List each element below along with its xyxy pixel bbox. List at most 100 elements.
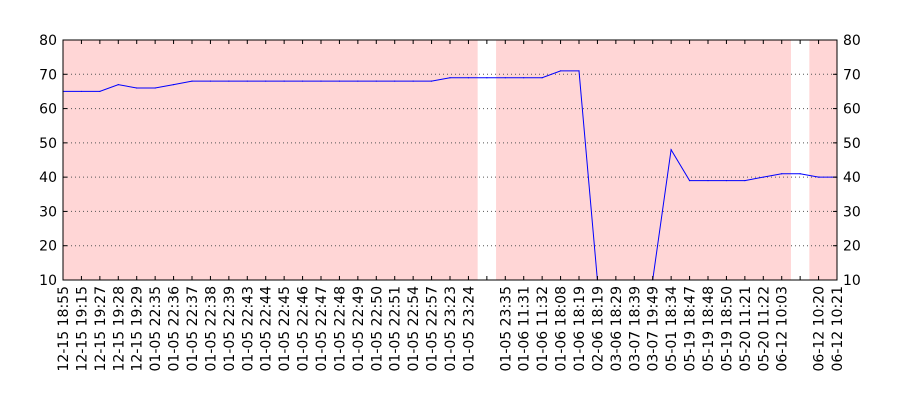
y-tick-label: 60 xyxy=(39,102,57,118)
data-point xyxy=(338,80,341,82)
x-tick-label: 06-12 10:21 xyxy=(830,286,846,371)
x-tick-label: 01-05 22:47 xyxy=(314,286,330,371)
data-point xyxy=(265,80,267,82)
x-tick-label: 02-06 18:19 xyxy=(590,286,606,371)
data-point xyxy=(357,80,359,82)
x-tick-label: 12-15 19:29 xyxy=(130,286,146,371)
y-tick-label: 20 xyxy=(843,239,861,255)
gridlines xyxy=(63,73,837,247)
x-tick-label: 01-06 18:08 xyxy=(554,286,570,371)
data-point xyxy=(430,80,433,82)
x-tick-label: 01-06 11:32 xyxy=(535,286,551,371)
x-tick-label: 05-20 11:21 xyxy=(738,286,754,371)
data-point xyxy=(504,77,506,79)
y-tick-label: 20 xyxy=(39,239,57,255)
x-tick-label: 01-05 22:54 xyxy=(406,286,422,372)
data-point xyxy=(301,80,304,82)
x-tick-label: 01-05 22:37 xyxy=(185,286,201,371)
data-point xyxy=(449,77,451,79)
x-tick-label: 01-05 22:45 xyxy=(277,286,293,371)
shaded-region-2 xyxy=(809,40,837,280)
x-tick-label: 01-05 22:51 xyxy=(388,286,404,371)
x-tick-label: 03-06 18:29 xyxy=(609,286,625,371)
y-tick-label: 80 xyxy=(843,33,861,49)
y-tick-label: 10 xyxy=(39,273,57,289)
x-tick-label: 06-12 10:03 xyxy=(775,286,791,371)
data-point xyxy=(578,70,580,72)
x-tick-label: 01-05 22:39 xyxy=(222,286,238,371)
data-point xyxy=(817,176,820,178)
data-point xyxy=(799,173,801,175)
data-point xyxy=(744,179,746,182)
y-tick-label: 50 xyxy=(39,136,57,152)
x-tick-label: 01-05 23:35 xyxy=(498,286,514,371)
data-point xyxy=(412,80,414,82)
data-point xyxy=(523,77,525,79)
y-tick-label: 40 xyxy=(39,170,57,186)
x-tick-label: 05-19 18:48 xyxy=(701,286,717,371)
shaded-regions xyxy=(63,40,837,280)
x-tick-label: 01-05 22:48 xyxy=(332,286,348,371)
x-tick-label: 03-07 18:39 xyxy=(627,286,643,371)
x-tick-label: 01-05 22:49 xyxy=(351,286,367,371)
x-tick-label: 12-15 19:15 xyxy=(74,286,90,371)
x-tick-label: 05-01 18:34 xyxy=(664,286,680,372)
data-point xyxy=(209,80,212,82)
data-point xyxy=(191,80,193,82)
data-point xyxy=(541,77,543,79)
y-tick-label: 70 xyxy=(843,67,861,83)
y-axis-left: 10 20 30 40 50 60 70 80 xyxy=(39,33,67,289)
data-point xyxy=(762,176,764,178)
y-tick-label: 30 xyxy=(843,204,861,220)
y-tick-label: 50 xyxy=(843,136,861,152)
x-tick-label: 01-05 22:35 xyxy=(148,286,164,371)
shaded-region-0 xyxy=(63,40,478,280)
data-point xyxy=(320,80,322,82)
x-tick-label: 05-19 18:50 xyxy=(719,286,735,371)
y-axis-right: 10 20 30 40 50 60 70 80 xyxy=(833,33,861,289)
data-point xyxy=(486,77,488,79)
data-point xyxy=(559,70,562,72)
data-point xyxy=(117,83,119,86)
y-tick-label: 70 xyxy=(39,67,57,83)
series-layer xyxy=(62,70,838,281)
data-point xyxy=(154,87,156,89)
y-tick-label: 10 xyxy=(843,273,861,289)
x-tick-label: 01-05 22:46 xyxy=(296,286,312,372)
data-point xyxy=(99,90,101,93)
x-tick-label: 01-05 22:43 xyxy=(240,286,256,371)
data-point xyxy=(467,77,470,79)
x-tick-label: 03-07 19:49 xyxy=(646,286,662,371)
x-tick-label: 01-05 23:23 xyxy=(443,286,459,371)
data-point xyxy=(394,80,396,82)
x-tick-label: 01-05 22:57 xyxy=(425,286,441,371)
data-point xyxy=(172,83,175,86)
data-point xyxy=(707,179,709,182)
data-point xyxy=(688,179,691,182)
x-tick-label: 06-12 10:20 xyxy=(812,286,828,371)
x-tick-label: 05-19 18:47 xyxy=(683,286,699,371)
y-tick-label: 40 xyxy=(843,170,861,186)
shaded-region-1 xyxy=(496,40,791,280)
x-tick-label: 05-20 11:22 xyxy=(756,286,772,371)
x-tick-label: 01-06 11:31 xyxy=(517,286,533,371)
x-tick-label: 01-05 22:50 xyxy=(369,286,385,371)
x-tick-label: 01-05 22:36 xyxy=(167,286,183,372)
x-tick-label: 01-05 22:44 xyxy=(259,286,275,372)
y-tick-label: 80 xyxy=(39,33,57,49)
data-point xyxy=(375,80,377,82)
data-point xyxy=(781,173,783,175)
data-point xyxy=(670,149,672,151)
data-point xyxy=(725,179,728,182)
x-tick-label: 12-15 19:27 xyxy=(93,286,109,371)
y-tick-label: 30 xyxy=(39,204,57,220)
y-tick-label: 60 xyxy=(843,102,861,118)
data-point xyxy=(228,80,230,82)
x-tick-label: 01-06 18:19 xyxy=(572,286,588,371)
data-point xyxy=(80,90,83,93)
data-point xyxy=(136,87,138,89)
x-tick-label: 12-15 19:28 xyxy=(111,286,127,371)
x-tick-label: 12-15 18:55 xyxy=(56,286,72,371)
x-tick-label: 01-05 23:24 xyxy=(461,286,477,372)
data-point xyxy=(246,80,248,82)
